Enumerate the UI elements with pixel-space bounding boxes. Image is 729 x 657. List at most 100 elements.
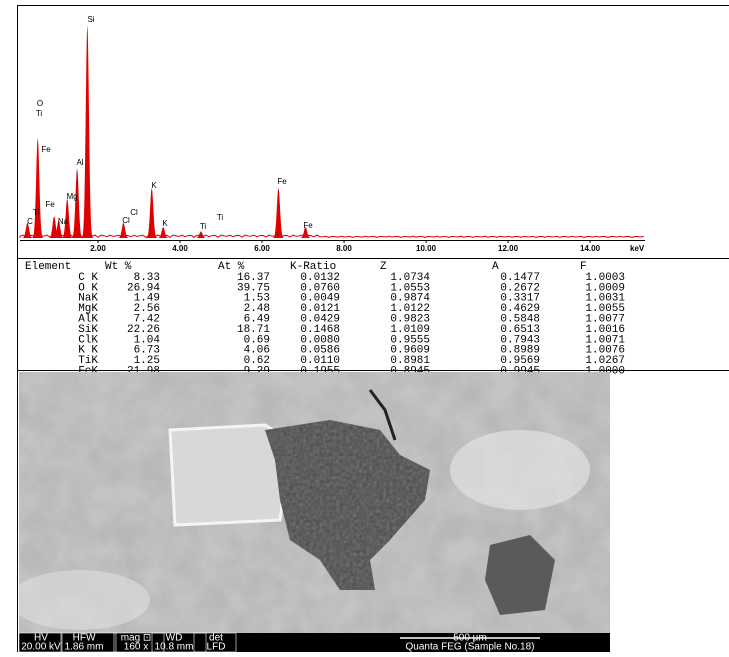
table-cell: SiK [78, 324, 98, 336]
peak-label: Ti [36, 109, 43, 118]
peak-label: Ti [217, 213, 224, 222]
peak-label: Fe [303, 221, 313, 230]
peak [116, 222, 131, 238]
table-cell: O K [78, 282, 98, 294]
spectrum: keV 2.00 4.00 6.00 8.00 10.00 12.00 14.00SiOTi… [19, 15, 645, 253]
table-cell: 1.0076 [585, 345, 625, 357]
table-cell: 0.0760 [300, 282, 340, 294]
x-tick-label: 14.00 [580, 244, 601, 253]
peak [47, 216, 62, 238]
table-cell: 7.42 [134, 314, 160, 326]
peak-label: Cl [130, 208, 138, 217]
peak [80, 24, 95, 238]
sem-image [19, 372, 610, 633]
table-cell: 0.6513 [500, 324, 540, 336]
peak-label: C [27, 217, 33, 226]
table-header: Z [380, 261, 387, 273]
table-cell: 1.0016 [585, 324, 625, 336]
table-cell: 0.0049 [300, 293, 340, 305]
table-cell: 2.56 [134, 303, 160, 315]
baseline [19, 234, 645, 239]
table-cell: 1.04 [134, 334, 161, 346]
table-cell: 1.0071 [585, 334, 625, 346]
x-tick-label: 2.00 [90, 244, 106, 253]
table-cell: 22.26 [127, 324, 160, 336]
x-tick-label: 10.00 [416, 244, 437, 253]
table-cell: 0.9569 [500, 355, 540, 367]
table-cell: 8.33 [134, 272, 160, 284]
databar-label: WD [166, 633, 183, 644]
table-cell: 0.2672 [500, 282, 540, 294]
peak-label: Fe [45, 200, 55, 209]
table-header: F [580, 261, 587, 273]
table-header: Element [25, 261, 71, 273]
databar-value: 160 x [124, 642, 148, 652]
table-cell: 0.9609 [390, 345, 430, 357]
table-cell: 1.0553 [390, 282, 430, 294]
table-cell: 0.0080 [300, 334, 340, 346]
table-cell: 1.0109 [390, 324, 430, 336]
table-cell: 2.48 [244, 303, 270, 315]
table-cell: ClK [78, 334, 98, 346]
table-cell: 1.0122 [390, 303, 430, 315]
x-tick-label: 8.00 [336, 244, 352, 253]
table-cell: 0.69 [244, 334, 270, 346]
peak-label: Fe [277, 177, 287, 186]
peak [144, 187, 159, 238]
table-cell: 1.0077 [585, 314, 625, 326]
table-cell: MgK [78, 303, 98, 315]
peak [70, 168, 85, 238]
table-cell: 0.8989 [500, 345, 540, 357]
table-cell: 0.0110 [300, 355, 340, 367]
peak [30, 137, 45, 238]
peak-label: Cl [122, 216, 130, 225]
peak [60, 198, 75, 238]
instrument: Quanta FEG (Sample No.18) [406, 642, 535, 652]
table-header: A [492, 261, 499, 273]
table-cell: TiK [78, 355, 98, 367]
table-cell: 1.53 [244, 293, 270, 305]
peak [271, 187, 286, 238]
peak-label: K [162, 219, 168, 228]
peak-label: Fe [41, 145, 51, 154]
x-tick-label: 6.00 [254, 244, 270, 253]
peak-label: Al [76, 158, 83, 167]
table-cell: 1.25 [134, 355, 160, 367]
table-cell: NaK [78, 293, 98, 305]
table-cell: 0.0132 [300, 272, 340, 284]
table-cell: 0.0121 [300, 303, 340, 315]
peak-label: Si [87, 15, 94, 24]
table-cell: 1.0031 [585, 293, 625, 305]
table-cell: 0.8981 [390, 355, 430, 367]
table-cell: 1.0734 [390, 272, 430, 284]
scale-bar: 500 µm [453, 633, 487, 644]
table-header: K-Ratio [290, 261, 336, 273]
table-cell: C K [78, 272, 98, 284]
frame [17, 5, 729, 652]
table-cell: 4.06 [244, 345, 270, 357]
table-cell: 6.49 [244, 314, 270, 326]
table-cell: 1.0009 [585, 282, 625, 294]
peak [193, 231, 208, 238]
table-cell: 0.62 [244, 355, 270, 367]
peak [20, 222, 35, 238]
table-cell: 1.49 [134, 293, 160, 305]
databar-label: mag ⊡ [121, 633, 152, 644]
table-cell: 26.94 [127, 282, 160, 294]
table-header: At % [218, 261, 245, 273]
databar-label: HFW [73, 633, 96, 644]
table-cell: 18.71 [237, 324, 270, 336]
table-cell: 0.4629 [500, 303, 540, 315]
table-cell: 0.1468 [300, 324, 340, 336]
databar-label: det [209, 633, 223, 644]
peak-label: Mg [66, 192, 77, 201]
databar-value: 10.8 mm [155, 642, 194, 652]
table-cell: 0.0586 [300, 345, 340, 357]
table-cell: 1.0055 [585, 303, 625, 315]
table: Element Wt % At % K-Ratio Z A F C K 8.33 16.37 0.0… [25, 261, 625, 388]
table-header: Wt % [105, 261, 132, 273]
table-cell: 16.37 [237, 272, 270, 284]
table-cell: K K [78, 345, 98, 357]
